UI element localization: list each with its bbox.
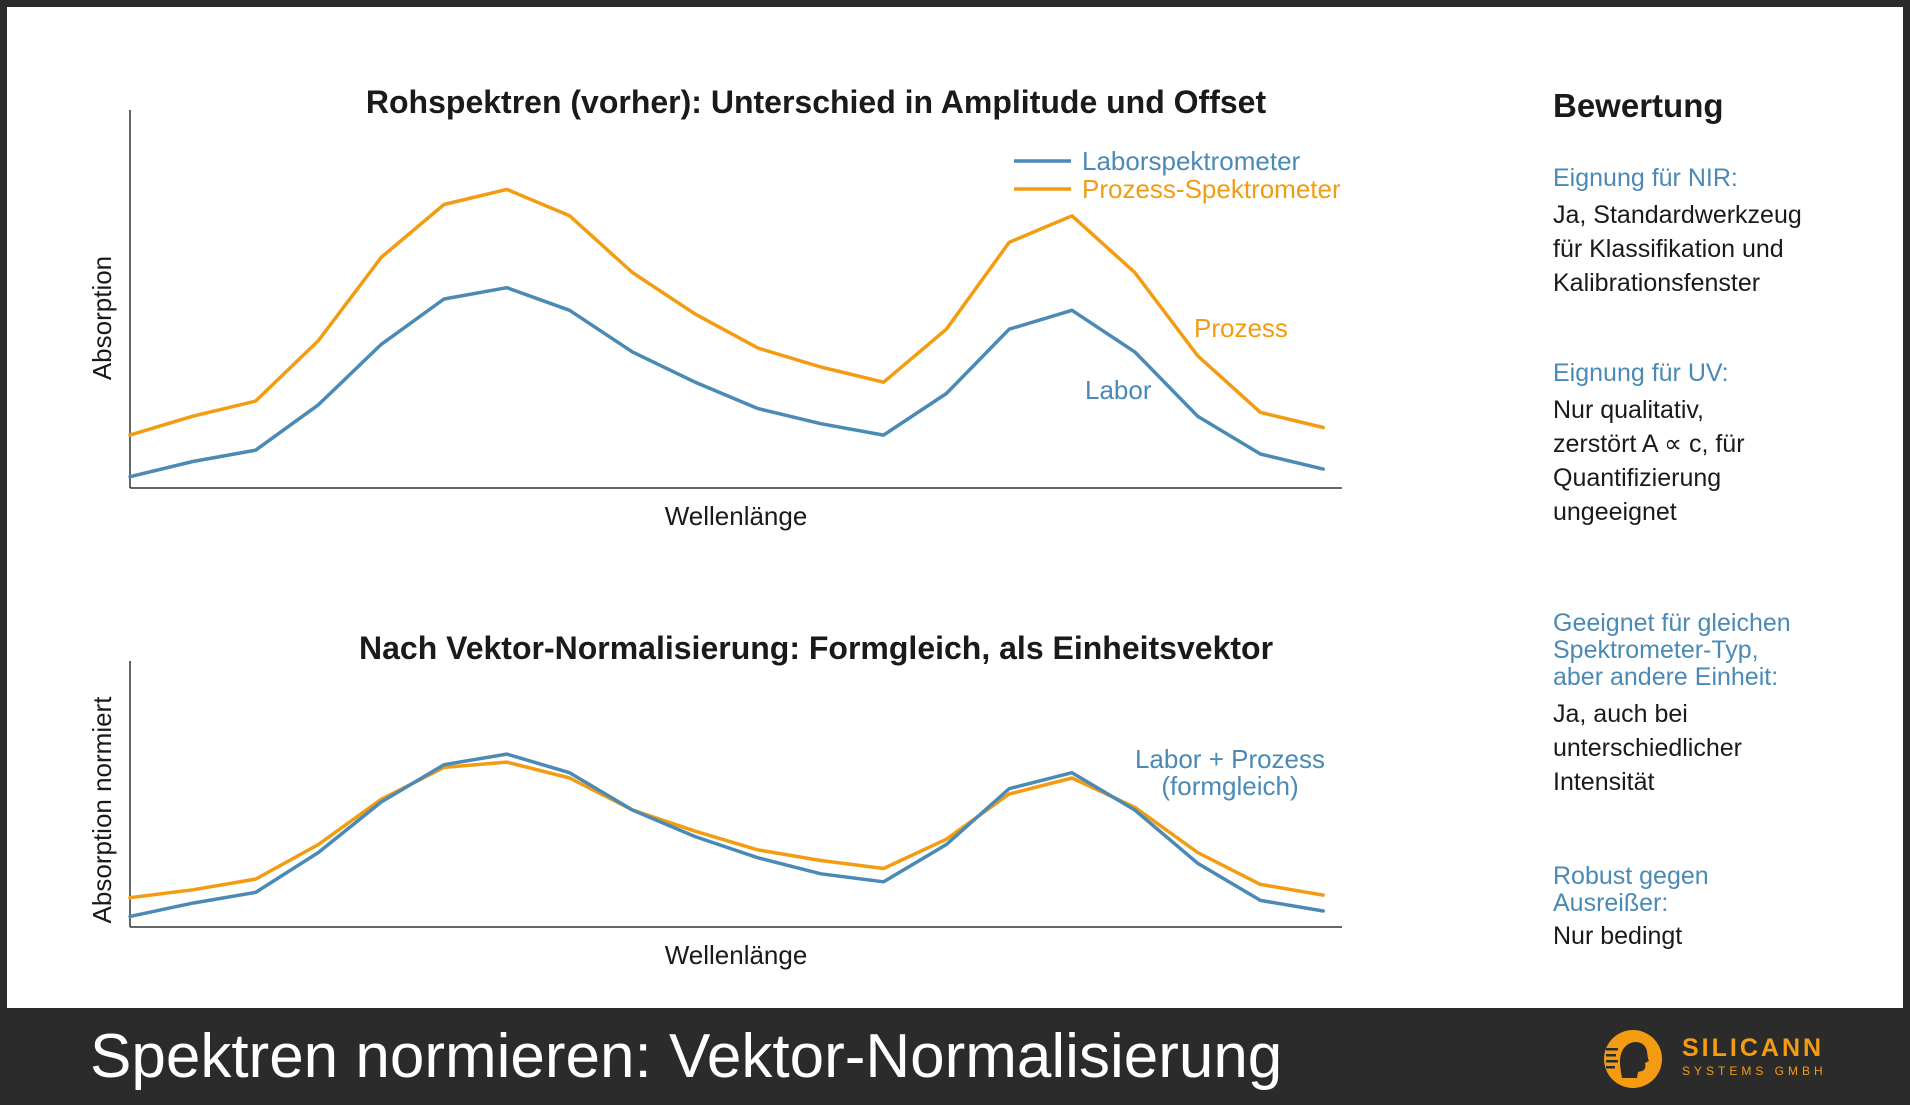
y-axis-label: Absorption normiert bbox=[87, 696, 117, 924]
series-layer bbox=[128, 187, 1325, 479]
chart-title: Nach Vektor-Normalisierung: Formgleich, … bbox=[359, 630, 1273, 666]
series-layer bbox=[128, 752, 1325, 919]
chart-title: Rohspektren (vorher): Unterschied in Amp… bbox=[366, 84, 1267, 120]
criterion-label-line: Robust gegen bbox=[1553, 862, 1709, 890]
criterion-value-line: unterschiedlicher bbox=[1553, 734, 1742, 762]
sidebar-title: Bewertung bbox=[1553, 87, 1724, 124]
criterion-value-line: Intensität bbox=[1553, 768, 1655, 796]
series-line-prozess bbox=[128, 187, 1325, 437]
logo-subtitle: SYSTEMS GMBH bbox=[1682, 1064, 1827, 1078]
criterion-robust: Robust gegen Ausreißer: Nur bedingt bbox=[1553, 863, 1893, 953]
criterion-same-type: Geeignet für gleichen Spektrometer-Typ, … bbox=[1553, 610, 1893, 799]
legend-label-prozess: Prozess-Spektrometer bbox=[1082, 174, 1341, 204]
criterion-nir: Eignung für NIR: Ja, Standardwerkzeug fü… bbox=[1553, 165, 1893, 300]
criterion-value: Ja, Standardwerkzeug für Klassifikation … bbox=[1553, 198, 1893, 300]
criterion-value-line: Quantifizierung bbox=[1553, 464, 1722, 492]
criterion-value-line: ungeeignet bbox=[1553, 498, 1677, 526]
x-axis-label: Wellenlänge bbox=[665, 501, 808, 531]
criterion-label-line: Eignung für NIR: bbox=[1553, 164, 1738, 192]
series-line-labor bbox=[128, 285, 1325, 479]
y-axis-label: Absorption bbox=[87, 256, 117, 380]
charts-canvas: Rohspektren (vorher): Unterschied in Amp… bbox=[87, 84, 1342, 970]
legend: Laborspektrometer Prozess-Spektrometer bbox=[1014, 146, 1341, 204]
annotation-prozess: Prozess bbox=[1194, 313, 1288, 343]
content-panel: Rohspektren (vorher): Unterschied in Amp… bbox=[7, 7, 1903, 1008]
raw-spectra-chart: Rohspektren (vorher): Unterschied in Amp… bbox=[87, 84, 1342, 531]
criterion-label: Robust gegen Ausreißer: bbox=[1553, 863, 1893, 917]
footer-bar: Spektren normieren: Vektor-Normalisierun… bbox=[0, 1008, 1910, 1105]
criterion-label-line: Eignung für UV: bbox=[1553, 359, 1729, 387]
criterion-label: Eignung für UV: bbox=[1553, 360, 1893, 387]
criterion-value-line: Kalibrationsfenster bbox=[1553, 269, 1761, 297]
criterion-value: Nur bedingt bbox=[1553, 919, 1893, 953]
logo-head-icon bbox=[1604, 1030, 1662, 1088]
criterion-value-line: Nur qualitativ, bbox=[1553, 396, 1704, 424]
normalized-spectra-chart: Nach Vektor-Normalisierung: Formgleich, … bbox=[87, 630, 1342, 970]
criterion-value-line: für Klassifikation und bbox=[1553, 235, 1784, 263]
annotation-labor: Labor bbox=[1085, 375, 1152, 405]
criterion-value: Ja, auch bei unterschiedlicher Intensitä… bbox=[1553, 697, 1893, 799]
criterion-label-line: Geeignet für gleichen bbox=[1553, 609, 1791, 637]
criterion-label: Geeignet für gleichen Spektrometer-Typ, … bbox=[1553, 610, 1893, 691]
criterion-label-line: Spektrometer-Typ, bbox=[1553, 636, 1759, 664]
criterion-uv: Eignung für UV: Nur qualitativ, zerstört… bbox=[1553, 360, 1893, 529]
criterion-value-line: Nur bedingt bbox=[1553, 922, 1683, 950]
criterion-value-line: zerstört A ∝ c, für bbox=[1553, 430, 1745, 458]
series-line-prozess bbox=[128, 760, 1325, 900]
criterion-value-line: Ja, Standardwerkzeug bbox=[1553, 201, 1802, 229]
slide-title: Spektren normieren: Vektor-Normalisierun… bbox=[90, 1022, 1283, 1091]
annotation-combined: Labor + Prozess bbox=[1135, 744, 1325, 774]
criterion-value: Nur qualitativ, zerstört A ∝ c, für Quan… bbox=[1553, 393, 1893, 529]
criterion-label: Eignung für NIR: bbox=[1553, 165, 1893, 192]
criterion-label-line: Ausreißer: bbox=[1553, 889, 1669, 917]
x-axis-label: Wellenlänge bbox=[665, 940, 808, 970]
criterion-value-line: Ja, auch bei bbox=[1553, 700, 1688, 728]
series-line-labor bbox=[128, 752, 1325, 919]
company-logo: SILICANN SYSTEMS GMBH bbox=[1600, 1026, 1823, 1092]
logo-name: SILICANN bbox=[1682, 1034, 1825, 1062]
legend-label-labor: Laborspektrometer bbox=[1082, 146, 1301, 176]
criterion-label-line: aber andere Einheit: bbox=[1553, 663, 1779, 691]
annotation-combined-sub: (formgleich) bbox=[1161, 771, 1298, 801]
